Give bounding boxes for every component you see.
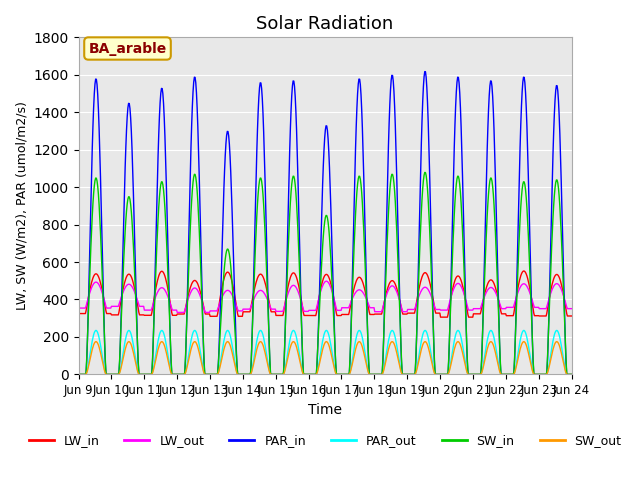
X-axis label: Time: Time xyxy=(308,403,342,417)
Y-axis label: LW, SW (W/m2), PAR (umol/m2/s): LW, SW (W/m2), PAR (umol/m2/s) xyxy=(15,101,28,310)
Text: BA_arable: BA_arable xyxy=(88,41,166,56)
Legend: LW_in, LW_out, PAR_in, PAR_out, SW_in, SW_out: LW_in, LW_out, PAR_in, PAR_out, SW_in, S… xyxy=(24,430,627,453)
Title: Solar Radiation: Solar Radiation xyxy=(257,15,394,33)
